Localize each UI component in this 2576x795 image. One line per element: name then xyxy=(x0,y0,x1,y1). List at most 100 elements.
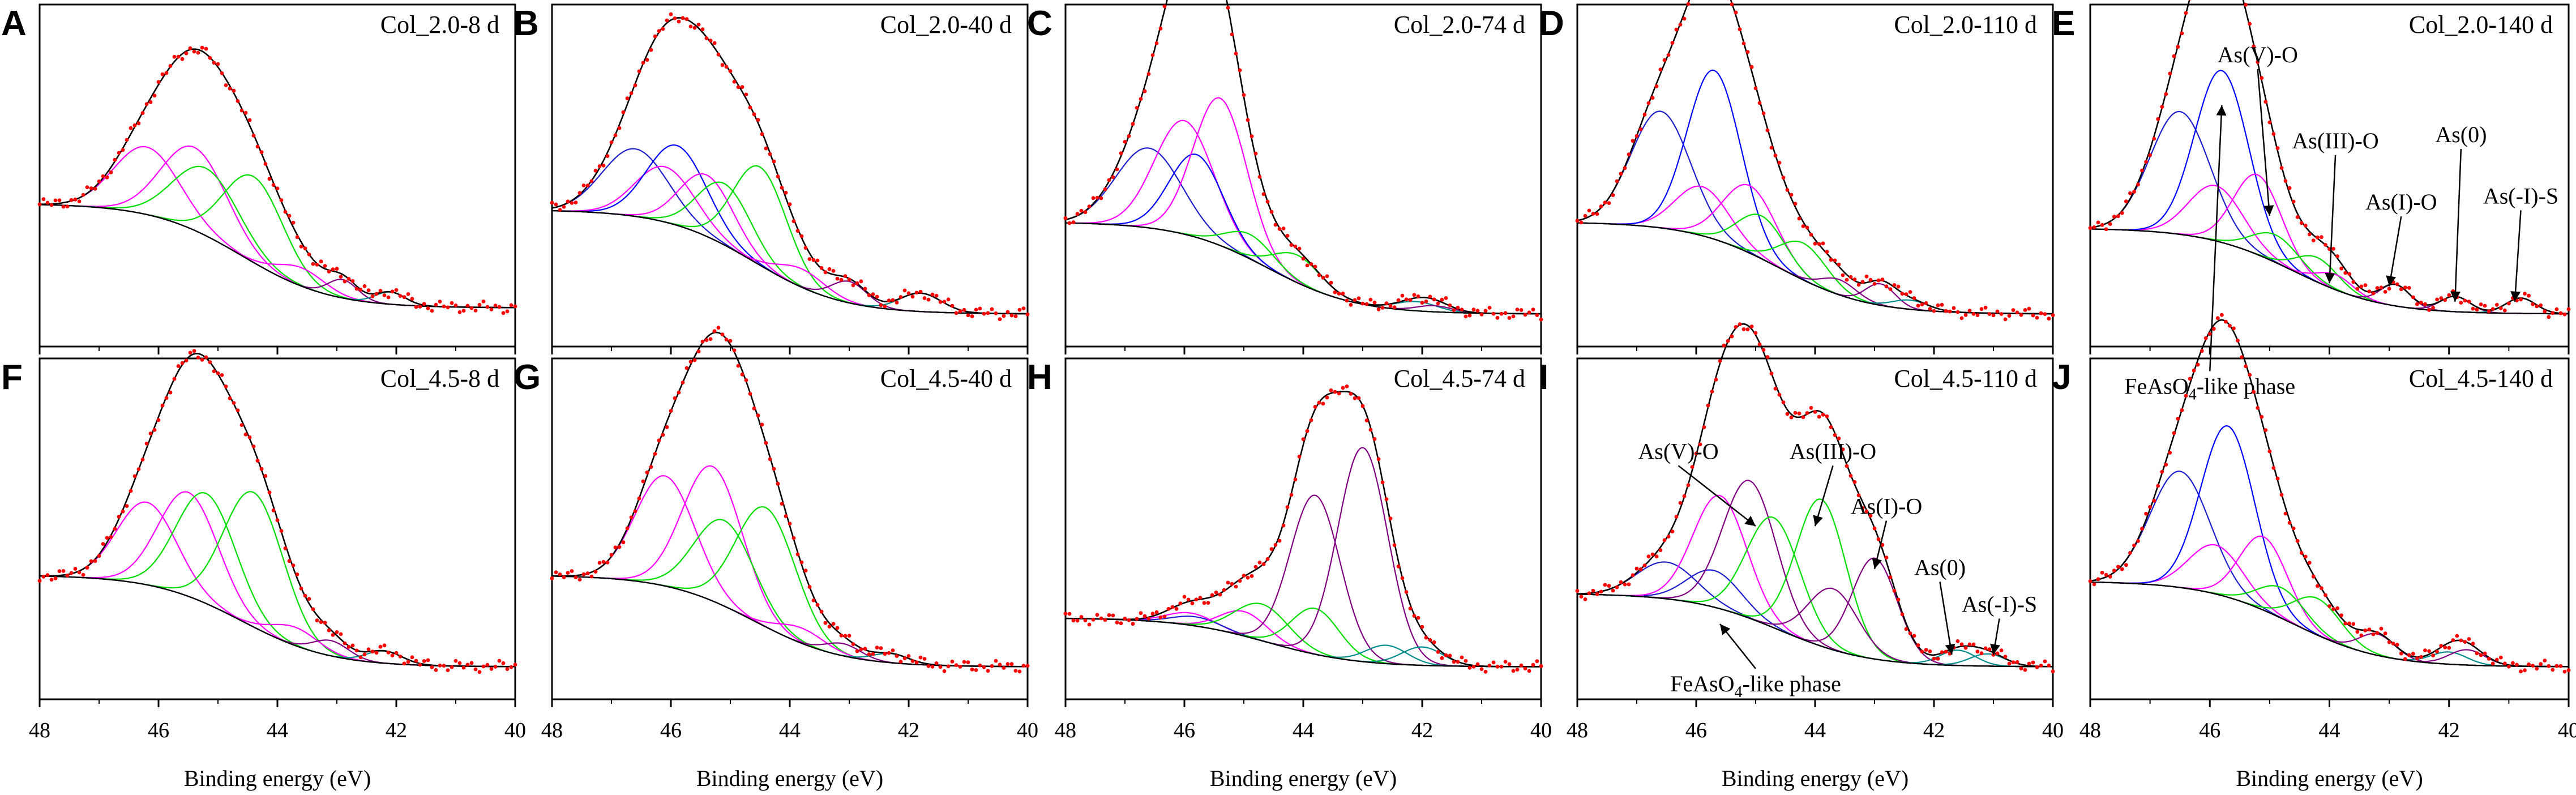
observed-point xyxy=(649,48,653,52)
observed-point xyxy=(1944,649,1948,654)
observed-point xyxy=(855,649,859,653)
observed-point xyxy=(2467,637,2471,641)
observed-point xyxy=(1650,552,1655,557)
observed-point xyxy=(1388,304,1393,308)
annotation-label: As(I)-O xyxy=(1851,494,1923,519)
observed-point xyxy=(736,85,741,89)
observed-point xyxy=(1345,384,1349,388)
observed-point xyxy=(1726,339,1730,343)
observed-point xyxy=(390,289,395,294)
observed-point xyxy=(930,292,935,297)
observed-point xyxy=(1959,642,1964,647)
observed-point xyxy=(673,16,677,20)
observed-point xyxy=(426,306,430,310)
observed-point xyxy=(1297,455,1302,459)
observed-point xyxy=(1995,309,2000,314)
observed-point xyxy=(1222,588,1226,592)
observed-point xyxy=(681,381,685,384)
observed-point xyxy=(493,665,498,669)
observed-point xyxy=(2092,225,2096,229)
observed-point xyxy=(1912,296,1916,300)
panel-title: Col_2.0-74 d xyxy=(1394,11,1525,39)
observed-point xyxy=(1285,505,1290,510)
observed-point xyxy=(469,306,474,310)
observed-point xyxy=(1579,595,1584,599)
observed-point xyxy=(1999,648,2004,653)
observed-point xyxy=(1416,294,1420,298)
component-peak xyxy=(39,204,515,309)
observed-point xyxy=(1226,6,1230,10)
observed-point xyxy=(2011,308,2016,312)
observed-point xyxy=(1837,262,1841,267)
observed-point xyxy=(2104,227,2108,232)
observed-point xyxy=(1852,480,1857,484)
observed-point xyxy=(1261,562,1266,566)
observed-point xyxy=(712,329,717,334)
observed-point xyxy=(577,191,582,195)
observed-point xyxy=(2371,291,2376,296)
observed-point xyxy=(2331,247,2335,251)
observed-point xyxy=(1246,118,1250,122)
observed-point xyxy=(2531,664,2535,668)
observed-point xyxy=(438,663,442,668)
observed-point xyxy=(712,41,717,45)
observed-point xyxy=(2051,669,2055,674)
observed-point xyxy=(2164,92,2168,96)
observed-point xyxy=(946,297,951,302)
observed-point xyxy=(2427,649,2431,653)
observed-point xyxy=(283,546,288,550)
observed-point xyxy=(649,465,653,469)
x-tick-label: 46 xyxy=(148,719,169,742)
observed-point xyxy=(1428,638,1432,642)
observed-point xyxy=(2494,657,2499,662)
observed-point xyxy=(784,191,788,195)
observed-point xyxy=(2132,543,2136,548)
observed-point xyxy=(176,364,181,368)
observed-point xyxy=(2035,315,2039,320)
observed-point xyxy=(629,91,634,96)
observed-point xyxy=(942,669,947,673)
observed-point xyxy=(1317,400,1321,405)
panel-frame xyxy=(2089,357,2570,700)
observed-point xyxy=(2311,574,2316,579)
observed-point xyxy=(1246,575,1250,580)
observed-point xyxy=(53,198,58,203)
observed-point xyxy=(1523,666,1527,671)
observed-point xyxy=(2455,634,2459,638)
observed-point xyxy=(938,300,943,304)
observed-point xyxy=(358,288,363,292)
observed-point xyxy=(200,45,204,50)
observed-point xyxy=(1527,669,1531,673)
observed-point xyxy=(1955,639,1960,643)
observed-point xyxy=(1289,243,1294,247)
x-tick-label: 44 xyxy=(267,719,288,742)
observed-point xyxy=(315,618,319,623)
observed-point xyxy=(307,253,311,257)
observed-point xyxy=(954,311,958,315)
observed-point xyxy=(597,561,602,565)
observed-point xyxy=(875,294,879,299)
observed-point xyxy=(1384,301,1389,305)
observed-point xyxy=(2320,235,2323,240)
observed-point xyxy=(1741,41,1746,46)
observed-point xyxy=(1674,27,1679,32)
panel-letter: C xyxy=(1027,4,1052,43)
observed-point xyxy=(1353,396,1357,400)
observed-point xyxy=(1452,308,1456,312)
observed-point xyxy=(2562,669,2567,674)
observed-point xyxy=(1166,606,1171,611)
observed-point xyxy=(1710,390,1714,394)
observed-point xyxy=(827,267,832,271)
observed-point xyxy=(117,515,121,519)
observed-point xyxy=(581,183,586,187)
panel-title: Col_2.0-8 d xyxy=(380,11,499,39)
observed-point xyxy=(2156,484,2160,488)
observed-point xyxy=(954,663,958,668)
observed-point xyxy=(1944,309,1948,313)
observed-point xyxy=(2140,527,2144,531)
observed-point xyxy=(2323,593,2327,597)
observed-point xyxy=(2188,377,2192,381)
observed-point xyxy=(827,625,832,629)
x-axis-label: Binding energy (eV) xyxy=(2236,766,2423,791)
observed-point xyxy=(1123,140,1127,144)
